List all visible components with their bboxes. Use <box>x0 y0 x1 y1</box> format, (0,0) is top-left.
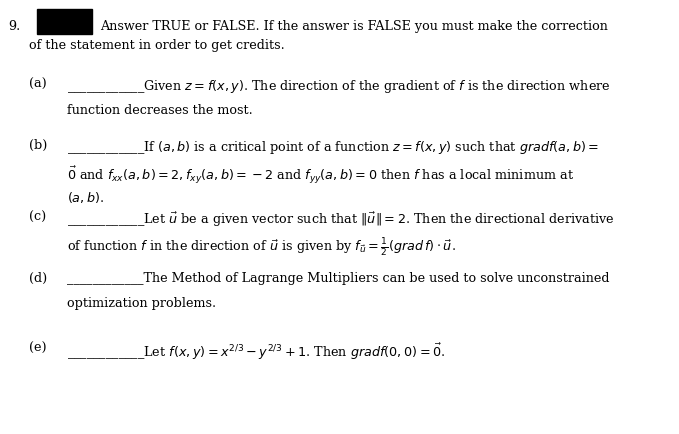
Text: (b): (b) <box>29 139 48 152</box>
Text: ____________Let $f(x, y) = x^{2/3} - y^{2/3} + 1$. Then $\mathit{gradf}(0, 0) = : ____________Let $f(x, y) = x^{2/3} - y^{… <box>67 341 445 361</box>
Text: $(a, b)$.: $(a, b)$. <box>67 189 104 204</box>
Text: ____________Let $\vec{u}$ be a given vector such that $\|\vec{u}\| = 2$. Then th: ____________Let $\vec{u}$ be a given vec… <box>67 210 614 229</box>
Text: ____________Given $z = f(x, y)$. The direction of the gradient of $f$ is the dir: ____________Given $z = f(x, y)$. The dir… <box>67 78 610 95</box>
Text: of function $f$ in the direction of $\vec{u}$ is given by $f_{\vec{u}} = \frac{1: of function $f$ in the direction of $\ve… <box>67 236 456 258</box>
Text: Answer TRUE or FALSE. If the answer is FALSE you must make the correction: Answer TRUE or FALSE. If the answer is F… <box>100 20 608 33</box>
Text: 9.: 9. <box>8 20 20 33</box>
Text: (c): (c) <box>29 210 46 224</box>
Text: of the statement in order to get credits.: of the statement in order to get credits… <box>29 39 285 52</box>
Text: (e): (e) <box>29 341 47 354</box>
Text: optimization problems.: optimization problems. <box>67 296 216 309</box>
Text: $\vec{0}$ and $f_{xx}(a, b) = 2, f_{xy}(a, b) = -2$ and $f_{yy}(a, b) = 0$ then : $\vec{0}$ and $f_{xx}(a, b) = 2, f_{xy}(… <box>67 164 574 185</box>
FancyBboxPatch shape <box>37 10 92 35</box>
Text: function decreases the most.: function decreases the most. <box>67 103 253 116</box>
Text: (a): (a) <box>29 78 47 91</box>
Text: (d): (d) <box>29 271 48 284</box>
Text: ____________If $(a, b)$ is a critical point of a function $z = f(x, y)$ such tha: ____________If $(a, b)$ is a critical po… <box>67 139 599 156</box>
Text: ____________The Method of Lagrange Multipliers can be used to solve unconstraine: ____________The Method of Lagrange Multi… <box>67 271 609 284</box>
